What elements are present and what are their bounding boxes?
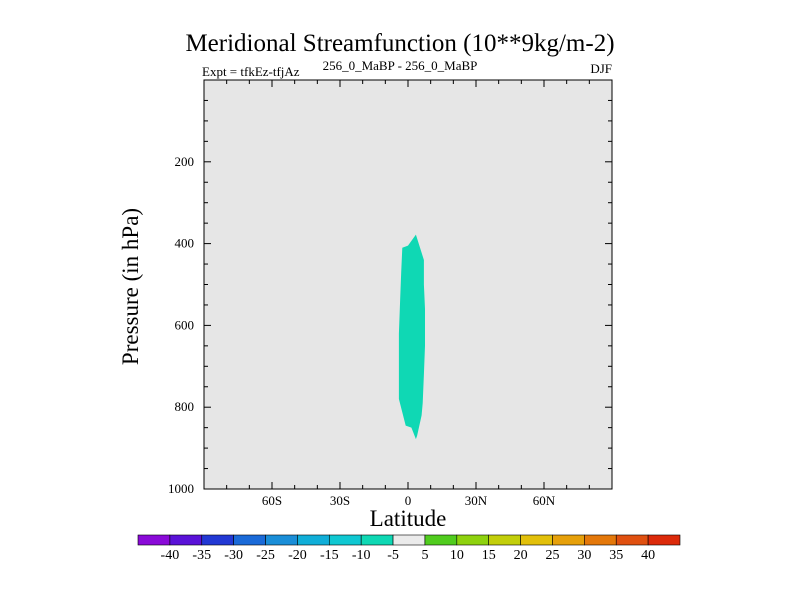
colorbar-label: 35	[609, 548, 623, 563]
x-tick-label: 30N	[465, 493, 488, 508]
x-axis-label: Latitude	[370, 506, 447, 531]
colorbar-label: 15	[482, 548, 496, 563]
y-tick-label: 800	[175, 399, 195, 414]
colorbar-swatch	[201, 534, 234, 546]
colorbar-swatch	[488, 534, 521, 546]
colorbar-label: -40	[161, 548, 180, 563]
colorbar-swatch	[552, 534, 585, 546]
x-tick-label: 60N	[533, 493, 556, 508]
colorbar-swatch	[169, 534, 203, 546]
colorbar-swatch	[137, 534, 171, 546]
colorbar-label: -25	[256, 548, 275, 563]
filled-region	[398, 234, 425, 440]
colorbar-label: -20	[288, 548, 307, 563]
colorbar-swatch	[456, 534, 490, 546]
colorbar-swatch	[520, 534, 553, 546]
colorbar-label: 5	[421, 548, 428, 563]
colorbar-swatch	[328, 534, 362, 546]
chart-title: Meridional Streamfunction (10**9kg/m-2)	[185, 30, 615, 57]
colorbar-swatch	[233, 534, 266, 546]
colorbar-swatch	[265, 534, 298, 546]
colorbar-swatch	[360, 534, 394, 546]
left-subtitle: Expt = tfkEz-tfjAz	[202, 64, 300, 79]
colorbar-label: -5	[387, 548, 399, 563]
colorbar-label: 10	[450, 548, 464, 563]
y-tick-label: 400	[175, 236, 195, 251]
colorbar-swatch	[615, 534, 649, 546]
x-tick-label: 30S	[330, 493, 350, 508]
y-tick-label: 600	[175, 317, 195, 332]
colorbar-label: 25	[545, 548, 559, 563]
colorbar-swatch	[392, 534, 426, 546]
x-tick-label: 0	[405, 493, 412, 508]
colorbar-label: 40	[641, 548, 655, 563]
y-tick-label: 200	[175, 154, 195, 169]
y-tick-label: 1000	[168, 481, 194, 496]
colorbar-swatch	[297, 534, 330, 546]
colorbar-swatch	[584, 534, 617, 546]
x-tick-label: 60S	[262, 493, 282, 508]
colorbar-label: -15	[320, 548, 339, 563]
right-subtitle: DJF	[590, 61, 612, 76]
colorbar-label: -30	[224, 548, 243, 563]
colorbar-label: 30	[577, 548, 591, 563]
colorbar-label: -35	[192, 548, 211, 563]
colorbar-label: 20	[514, 548, 528, 563]
colorbar-swatch	[424, 534, 458, 546]
colorbar-label: -10	[352, 548, 371, 563]
center-subtitle: 256_0_MaBP - 256_0_MaBP	[322, 58, 478, 73]
colorbar-swatch	[647, 534, 681, 546]
y-axis-label: Pressure (in hPa)	[118, 208, 143, 365]
